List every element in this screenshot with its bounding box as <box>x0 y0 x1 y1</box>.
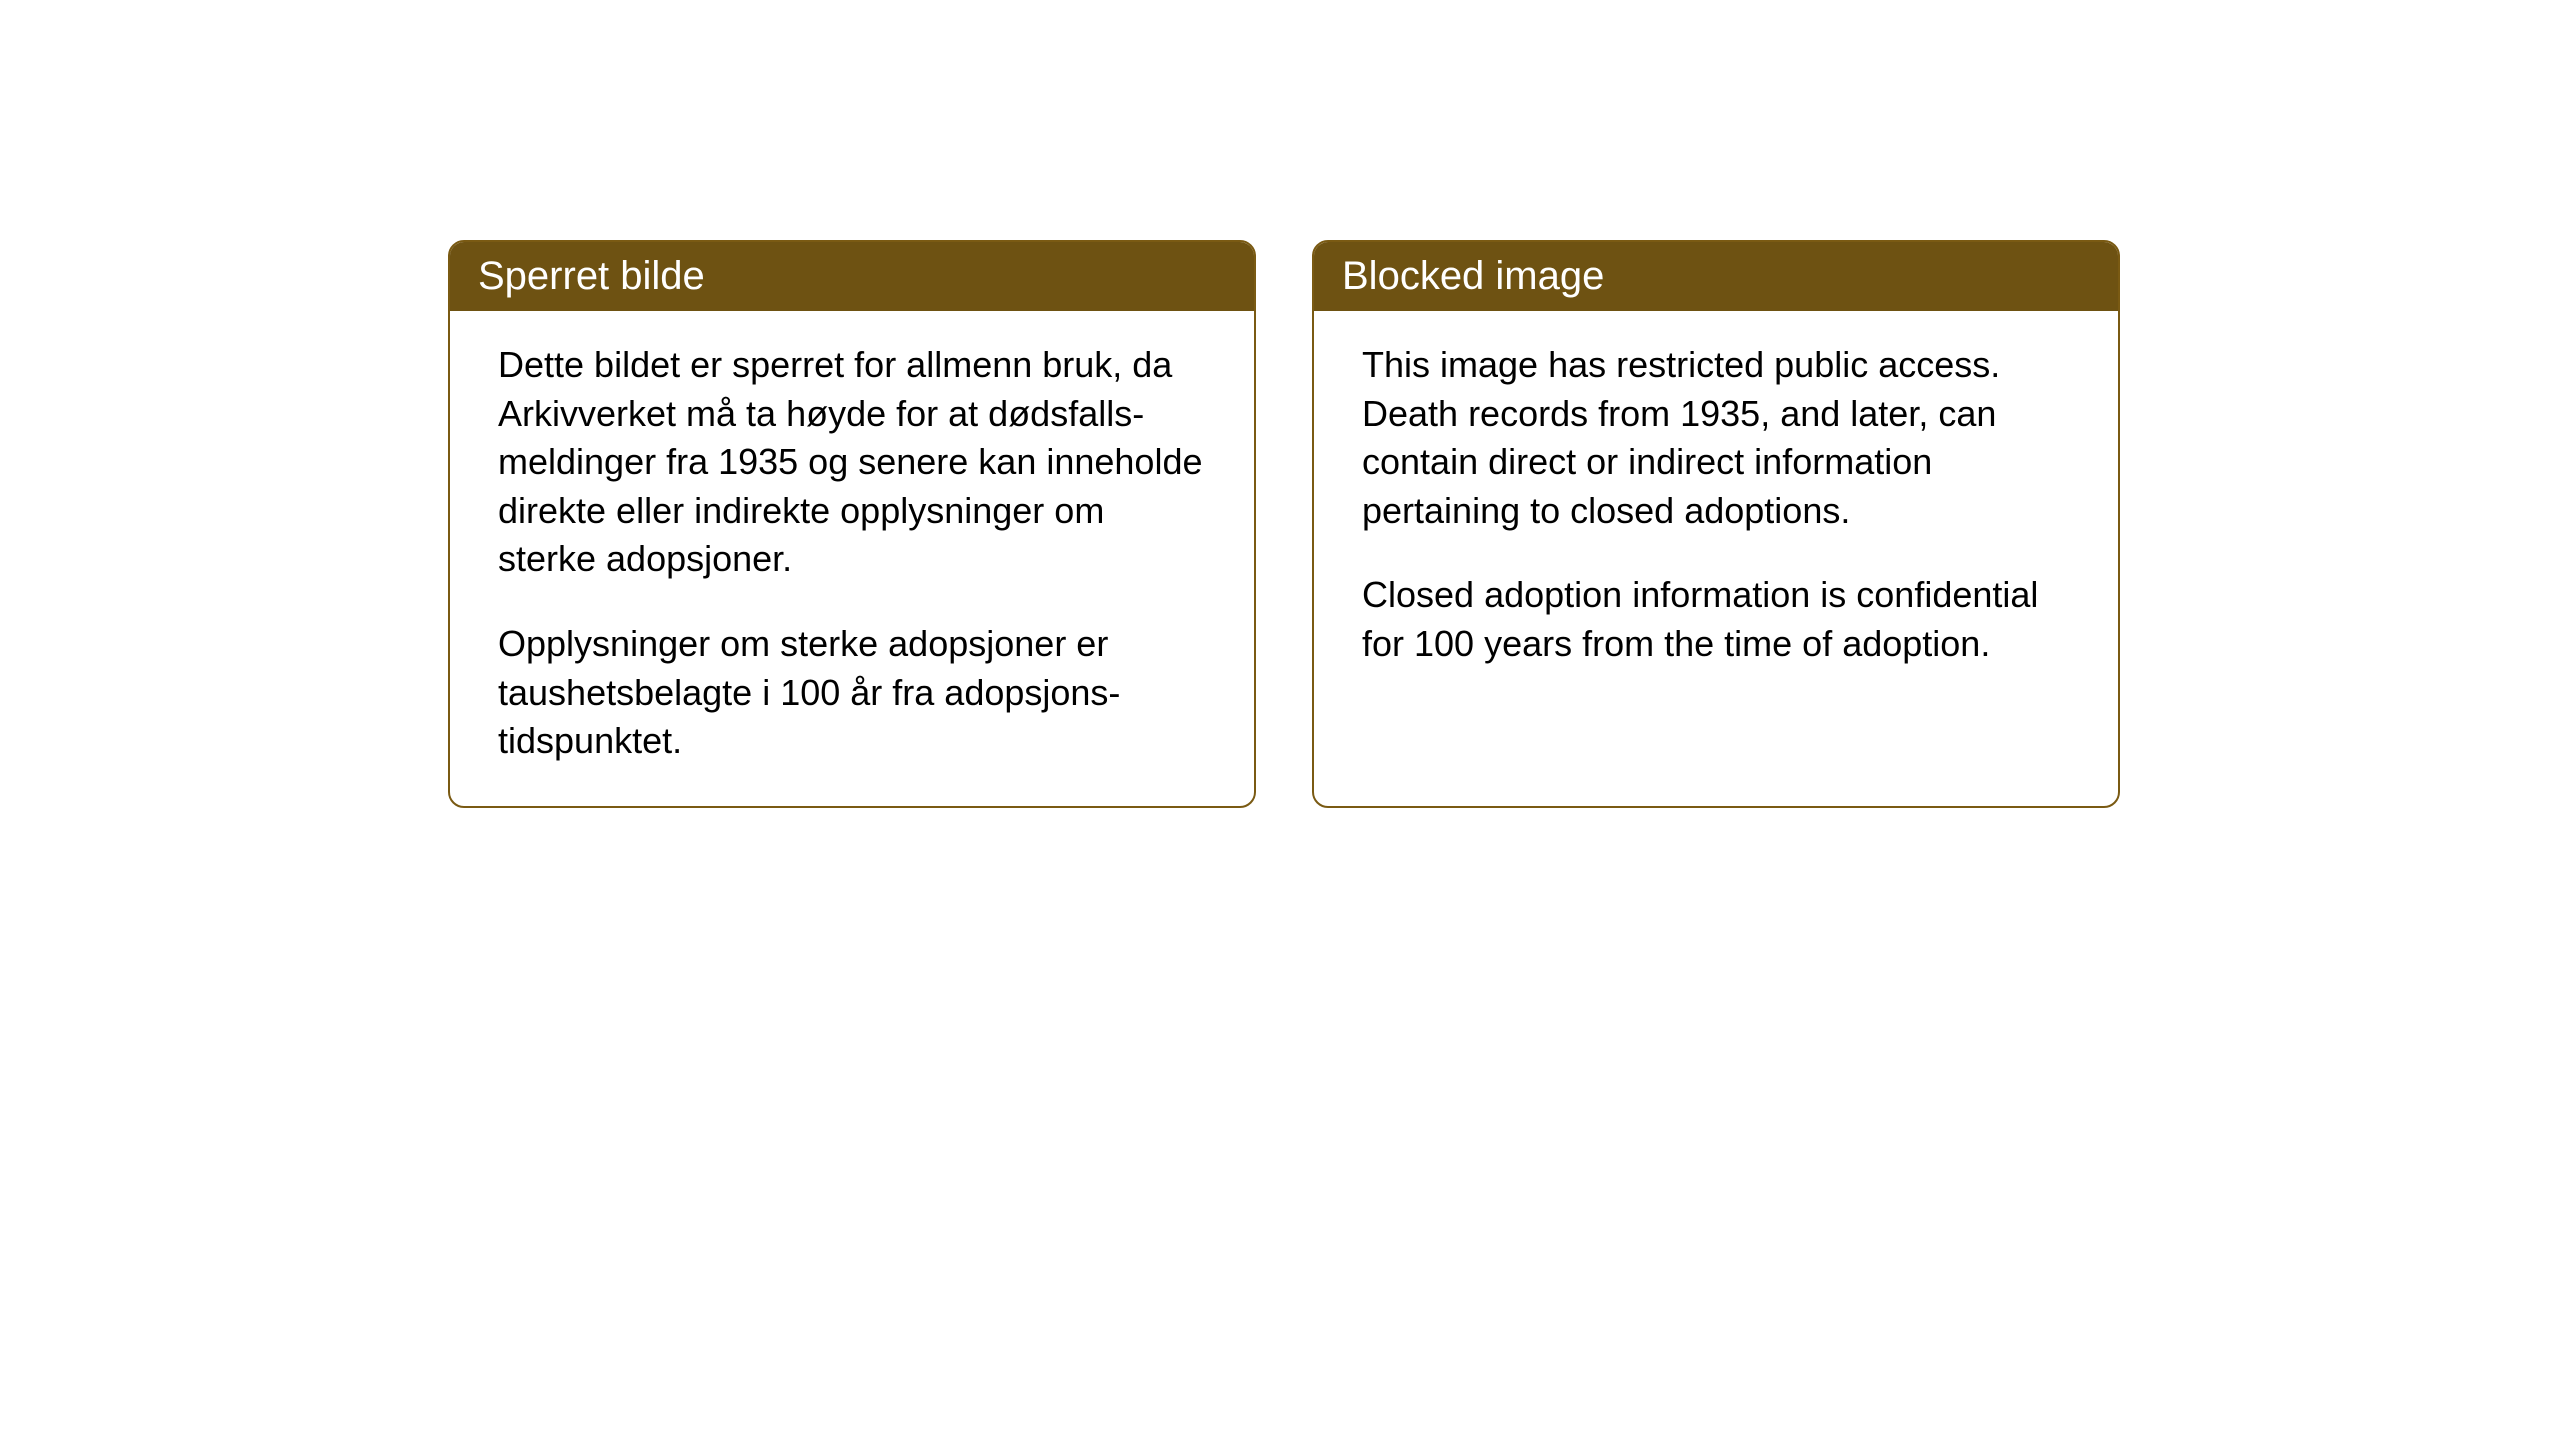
norwegian-notice-card: Sperret bilde Dette bildet er sperret fo… <box>448 240 1256 808</box>
norwegian-paragraph-1: Dette bildet er sperret for allmenn bruk… <box>498 341 1206 584</box>
english-paragraph-1: This image has restricted public access.… <box>1362 341 2070 535</box>
norwegian-card-title: Sperret bilde <box>450 242 1254 311</box>
english-card-body: This image has restricted public access.… <box>1314 311 2118 709</box>
english-paragraph-2: Closed adoption information is confident… <box>1362 571 2070 668</box>
norwegian-card-body: Dette bildet er sperret for allmenn bruk… <box>450 311 1254 806</box>
english-notice-card: Blocked image This image has restricted … <box>1312 240 2120 808</box>
english-card-title: Blocked image <box>1314 242 2118 311</box>
notice-cards-container: Sperret bilde Dette bildet er sperret fo… <box>448 240 2120 808</box>
norwegian-paragraph-2: Opplysninger om sterke adopsjoner er tau… <box>498 620 1206 766</box>
